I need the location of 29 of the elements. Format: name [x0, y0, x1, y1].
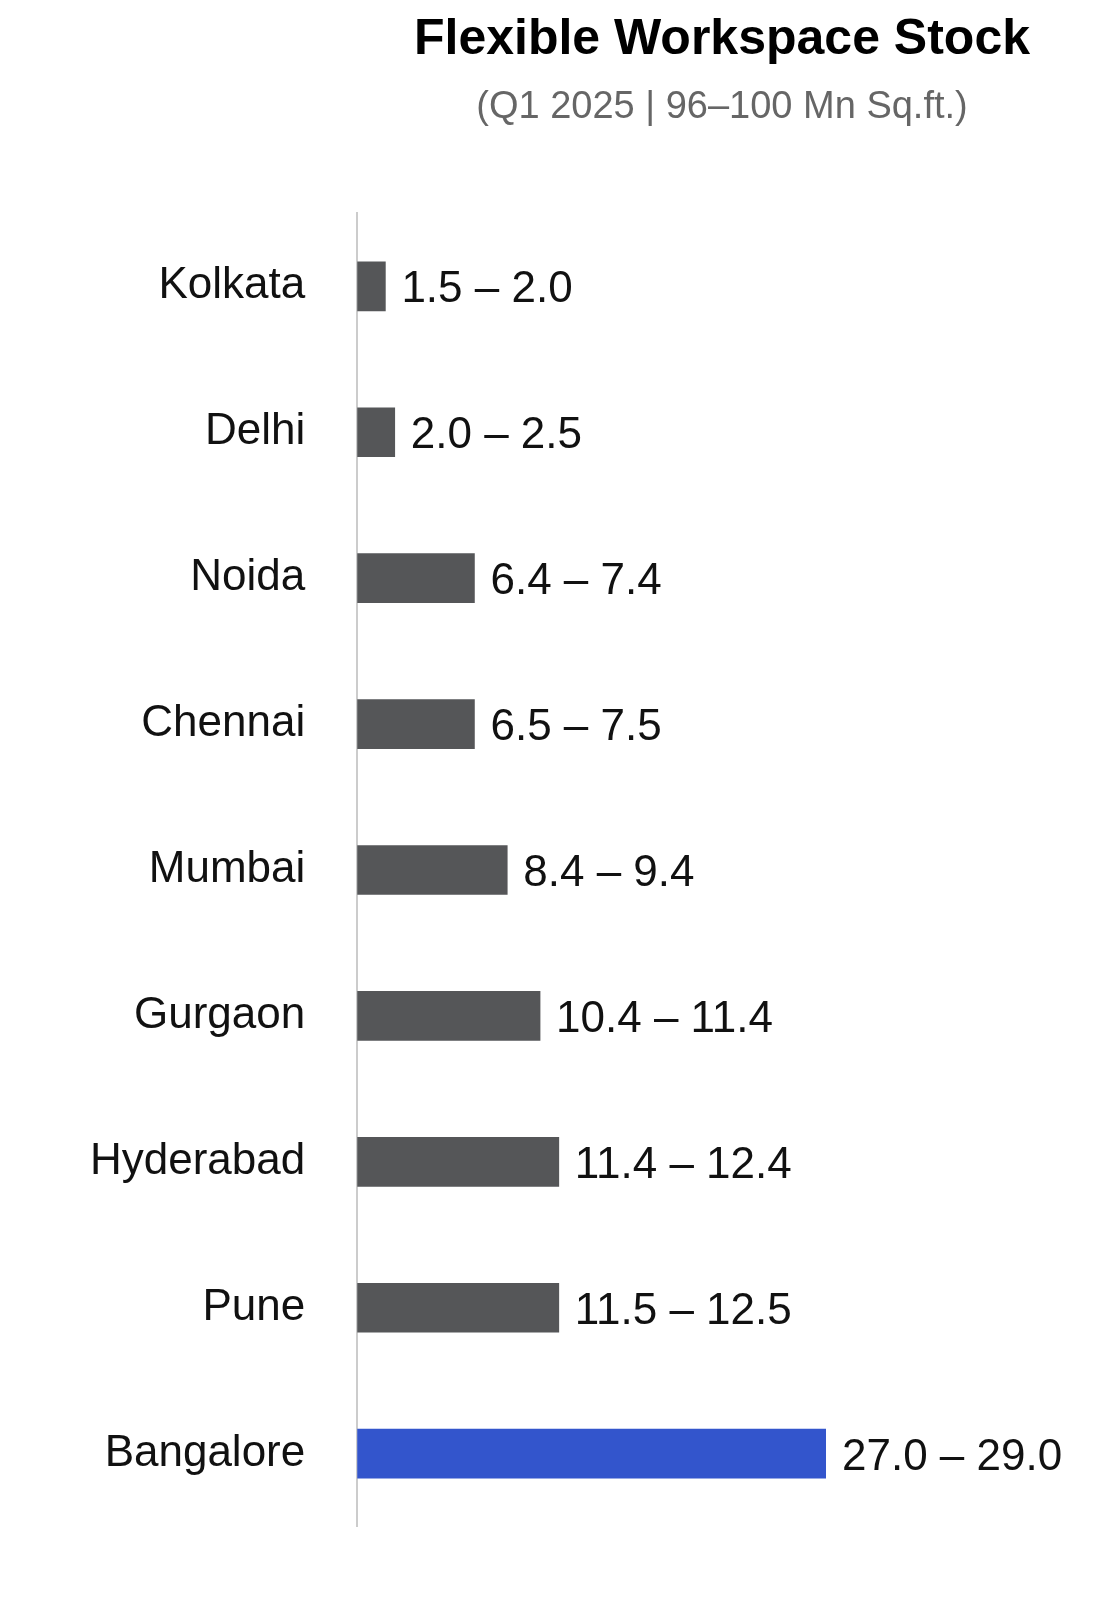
chart-title: Flexible Workspace Stock	[413, 8, 1031, 66]
bar	[357, 1282, 560, 1333]
bar	[357, 1428, 826, 1479]
y-tick-label: Mumbai	[148, 842, 306, 892]
y-tick-label: Chennai	[141, 696, 306, 746]
annotation: 11.5 – 12.5	[574, 1283, 792, 1333]
y-tick-label: Noida	[190, 550, 306, 600]
annotation: 6.5 – 7.5	[490, 700, 662, 750]
bar	[357, 1136, 560, 1187]
y-tick-label: Pune	[202, 1279, 306, 1329]
bar	[357, 991, 541, 1041]
bar	[357, 845, 508, 895]
y-tick-label: Kolkata	[158, 258, 306, 308]
annotation: 2.0 – 2.5	[410, 408, 583, 458]
bar	[357, 553, 475, 604]
chart-subtitle: (Q1 2025 | 96–100 Mn Sq.ft.)	[475, 84, 969, 127]
text: 27.0 – 29.0	[842, 1429, 1063, 1479]
y-tick-label: Bangalore	[104, 1425, 306, 1475]
y-tick-label: Hyderabad	[89, 1133, 306, 1183]
y-tick-label: Delhi	[204, 404, 306, 454]
annotation: 10.4 – 11.4	[556, 992, 773, 1042]
bar	[357, 407, 396, 458]
bar	[357, 699, 475, 749]
bar	[357, 261, 386, 312]
y-tick-label: Gurgaon	[134, 988, 306, 1038]
annotation: 6.4 – 7.4	[490, 554, 662, 604]
annotation: 11.4 – 12.4	[574, 1137, 792, 1187]
annotation: 1.5 – 2.0	[401, 262, 573, 312]
annotation: 8.4 – 9.4	[523, 846, 695, 896]
